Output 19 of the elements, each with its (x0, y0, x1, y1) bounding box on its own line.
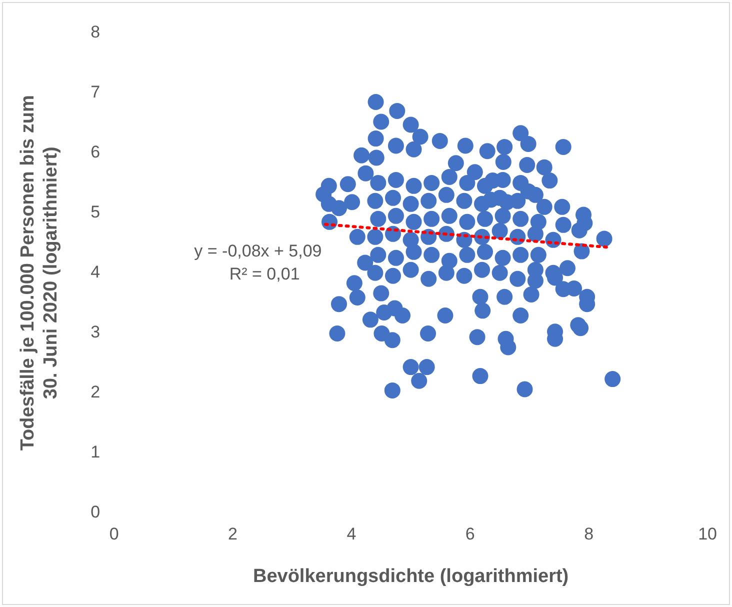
y-tick-label: 6 (90, 142, 100, 162)
y-tick-label: 5 (90, 202, 100, 222)
y-tick-label: 2 (90, 382, 100, 402)
y-tick-label: 7 (90, 82, 100, 102)
annotation: y = -0,08x + 5,09 (194, 242, 322, 261)
y-tick-label: 3 (90, 322, 100, 342)
y-tick-label: 8 (90, 22, 100, 42)
x-tick-label: 8 (584, 524, 594, 544)
x-tick-label: 2 (228, 524, 238, 544)
y-tick-label: 0 (90, 502, 100, 522)
x-tick-label: 6 (465, 524, 475, 544)
x-tick-label: 10 (698, 524, 718, 544)
x-axis-title: Bevölkerungsdichte (logarithmiert) (252, 566, 569, 587)
x-tick-label: 4 (346, 524, 356, 544)
x-tick-label: 0 (109, 524, 119, 544)
y-tick-label: 1 (90, 442, 100, 462)
y-tick-label: 4 (90, 262, 100, 282)
annotation: R² = 0,01 (229, 264, 300, 284)
y-axis-title: Todesfälle je 100.000 Personen bis zum 30. Juni 2020 (logarithmiert) (18, 95, 62, 451)
